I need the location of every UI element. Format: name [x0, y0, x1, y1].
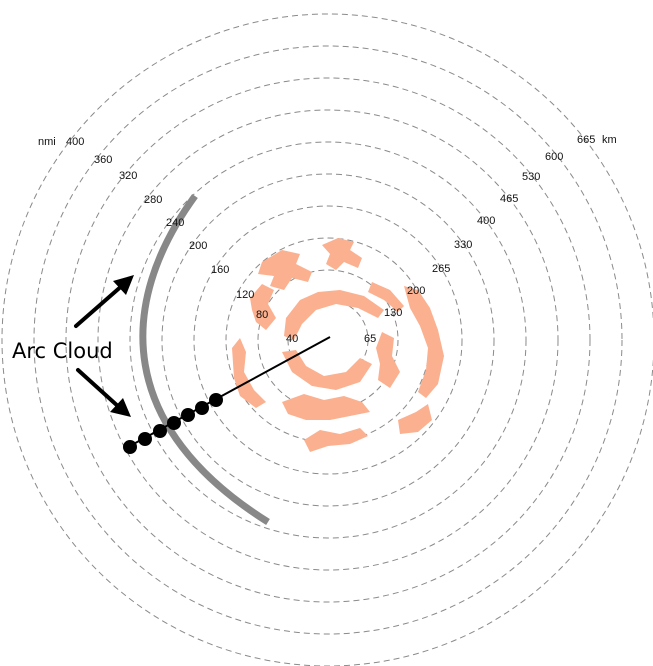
km-label: 465: [500, 193, 518, 205]
km-scale: 65 130 200 265 330 400 465 530 600 665 k…: [364, 134, 617, 345]
range-ring: [1, 13, 653, 666]
nmi-label: 400: [66, 136, 84, 148]
cloud-band: [258, 250, 312, 290]
range-ring: [65, 77, 591, 603]
cloud-band: [322, 238, 362, 270]
km-label: 200: [407, 285, 425, 297]
cloud-band: [304, 428, 368, 452]
nmi-label: 320: [119, 170, 137, 182]
nmi-label: 160: [211, 264, 229, 276]
km-unit-label: km: [602, 134, 617, 146]
spiral-cloud-bands: [232, 238, 444, 452]
dot: [123, 440, 137, 454]
cloud-band: [232, 338, 266, 408]
km-label: 65: [364, 333, 376, 345]
km-label: 665: [577, 134, 595, 146]
km-label: 400: [477, 215, 495, 227]
cloud-band: [282, 394, 370, 420]
nmi-label: 120: [236, 289, 254, 301]
nmi-unit-label: nmi: [38, 136, 56, 148]
nmi-label: 80: [256, 309, 268, 321]
range-ring: [257, 269, 399, 411]
range-ring: [33, 45, 623, 635]
arrow-icon: [74, 275, 134, 328]
nmi-scale: nmi 40 80 120 160 200 240 280 320 360 40…: [38, 136, 298, 345]
cloud-band: [284, 290, 384, 340]
arc-cloud: [139, 193, 270, 525]
km-label: 330: [454, 239, 472, 251]
km-label: 530: [522, 171, 540, 183]
dot: [181, 408, 195, 422]
dot: [195, 401, 209, 415]
dot: [138, 432, 152, 446]
cloud-band: [376, 332, 400, 388]
cloud-band: [398, 404, 432, 434]
nmi-label: 200: [189, 240, 207, 252]
dot: [153, 424, 167, 438]
range-ring: [97, 109, 559, 571]
range-ring: [193, 205, 463, 475]
nmi-label: 360: [94, 154, 112, 166]
km-label: 600: [545, 151, 563, 163]
nmi-label: 240: [166, 217, 184, 229]
range-rings: [1, 13, 653, 666]
km-label: 130: [384, 307, 402, 319]
arrow-icon: [76, 368, 131, 417]
km-label: 265: [432, 263, 450, 275]
range-ring: [129, 141, 527, 539]
dot: [209, 393, 223, 407]
range-ring: [161, 173, 495, 507]
nmi-label: 40: [286, 333, 298, 345]
arc-cloud-label: Arc Cloud: [12, 339, 113, 363]
cloud-band: [368, 282, 404, 312]
nmi-label: 280: [144, 194, 162, 206]
dot: [167, 416, 181, 430]
cloud-band: [282, 350, 372, 390]
dot-chain: [123, 393, 223, 454]
cloud-band: [250, 284, 276, 330]
cloud-band: [404, 286, 444, 398]
